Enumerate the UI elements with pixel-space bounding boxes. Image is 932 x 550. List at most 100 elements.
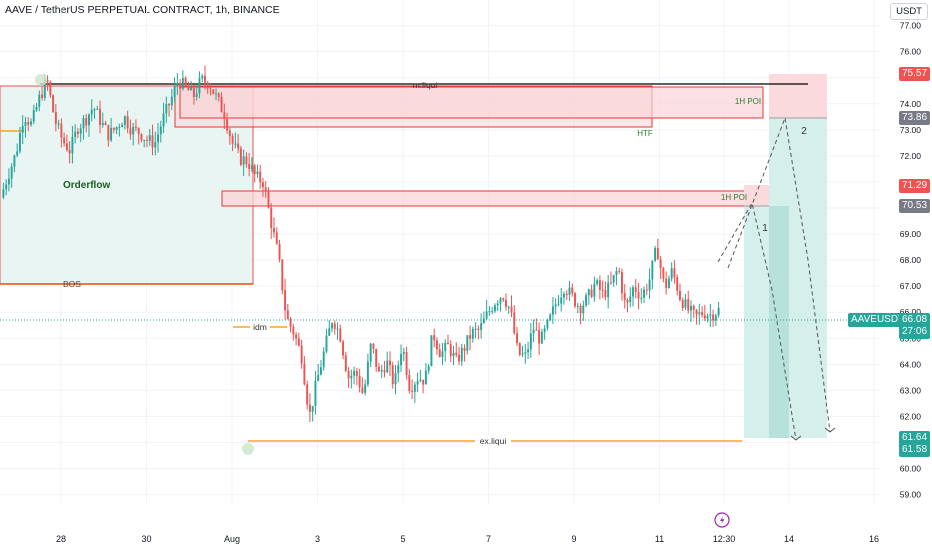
candle-body — [303, 363, 306, 385]
candle-body — [35, 107, 38, 111]
candle-body — [670, 268, 673, 279]
candle-body — [587, 289, 590, 296]
candle-body — [623, 293, 626, 300]
candle-body — [427, 366, 430, 371]
y-tick-label: 76.00 — [900, 47, 922, 57]
y-tick-label: 69.00 — [900, 229, 922, 239]
candle-body — [239, 148, 242, 165]
candle-body — [529, 333, 532, 350]
candle-body — [527, 349, 530, 353]
price-badge-poi-top: 71.29 — [899, 179, 931, 193]
candle-body — [596, 280, 599, 284]
candle-body — [46, 79, 49, 83]
y-tick-label: 73.00 — [900, 125, 922, 135]
candle-body — [717, 307, 720, 316]
candle-body — [206, 82, 209, 89]
candle-body — [129, 128, 132, 135]
candle-body — [132, 126, 135, 135]
candle-body — [563, 293, 565, 298]
ex-liqui-marker[interactable] — [242, 443, 254, 455]
candle-body — [632, 287, 634, 297]
candle-body — [485, 311, 488, 319]
candle-body — [93, 109, 96, 111]
candle-body — [190, 86, 193, 91]
candle-body — [449, 344, 452, 357]
candle-body — [38, 94, 41, 108]
orderflow-label: Orderflow — [63, 180, 110, 191]
candlestick-series — [2, 65, 720, 422]
target-zone-top-red — [769, 74, 827, 118]
candle-body — [82, 118, 85, 129]
candle-body — [505, 300, 507, 307]
price-badge-low-1: 61.64 — [899, 431, 931, 445]
candle-body — [507, 306, 510, 308]
ex-liqui-label: ex.liqui — [480, 436, 507, 446]
candle-body — [551, 306, 554, 315]
candle-body — [322, 351, 325, 368]
candle-body — [184, 78, 187, 86]
candle-body — [195, 93, 198, 97]
m-liqui-marker[interactable] — [35, 74, 47, 86]
candle-body — [57, 123, 60, 125]
candle-body — [278, 243, 281, 260]
candle-body — [201, 75, 204, 79]
htf-label: HTF — [637, 129, 653, 138]
candle-body — [212, 89, 215, 94]
candle-body — [433, 335, 436, 341]
candle-body — [159, 126, 162, 135]
candle-body — [582, 305, 585, 314]
candle-body — [585, 295, 588, 306]
candle-body — [308, 404, 311, 412]
time-axis[interactable]: 28 30 Aug 3 5 7 9 11 12:30 14 16 — [56, 534, 879, 544]
candle-body — [347, 370, 350, 379]
idm-label-bg — [250, 321, 270, 332]
candle-body — [496, 303, 499, 306]
price-badge-countdown: 27:06 — [899, 325, 931, 339]
candle-body — [626, 299, 629, 303]
candle-body — [474, 328, 477, 330]
candle-body — [88, 114, 90, 126]
candle-body — [237, 143, 240, 149]
candle-body — [101, 122, 104, 126]
candle-body — [319, 367, 322, 375]
candle-body — [226, 119, 229, 131]
candle-body — [328, 328, 331, 336]
target-zone-dark — [769, 206, 789, 438]
candle-body — [267, 191, 270, 208]
candle-body — [143, 139, 146, 141]
candle-body — [491, 311, 494, 313]
candle-body — [16, 151, 19, 156]
poi-lower-label: 1H POI — [721, 193, 747, 202]
candle-body — [424, 370, 427, 385]
candle-body — [242, 156, 245, 165]
candle-body — [645, 289, 648, 291]
candle-body — [13, 155, 16, 167]
candle-body — [284, 290, 287, 311]
currency-selector[interactable]: USDT — [890, 3, 928, 20]
candle-body — [510, 306, 513, 313]
candle-body — [223, 112, 226, 120]
candle-body — [516, 333, 518, 344]
candle-body — [179, 83, 182, 89]
candle-body — [394, 373, 397, 385]
candle-body — [493, 305, 496, 312]
x-tick-label: 9 — [571, 534, 576, 544]
price-axis[interactable]: 59.0060.0061.0062.0063.0064.0065.0066.00… — [900, 21, 922, 500]
candle-body — [43, 79, 46, 98]
candle-body — [701, 312, 704, 316]
candle-body — [173, 86, 176, 97]
x-tick-label: 7 — [486, 534, 491, 544]
candle-body — [306, 384, 309, 405]
x-tick-label: 28 — [56, 534, 66, 544]
candle-body — [96, 108, 99, 110]
lightning-icon[interactable] — [714, 512, 730, 528]
candle-body — [574, 293, 576, 307]
candle-body — [554, 304, 557, 307]
candle-body — [447, 342, 449, 345]
candle-body — [154, 142, 157, 148]
candle-body — [107, 125, 110, 141]
candle-body — [292, 326, 295, 335]
candle-body — [30, 121, 32, 125]
candle-body — [458, 354, 461, 362]
